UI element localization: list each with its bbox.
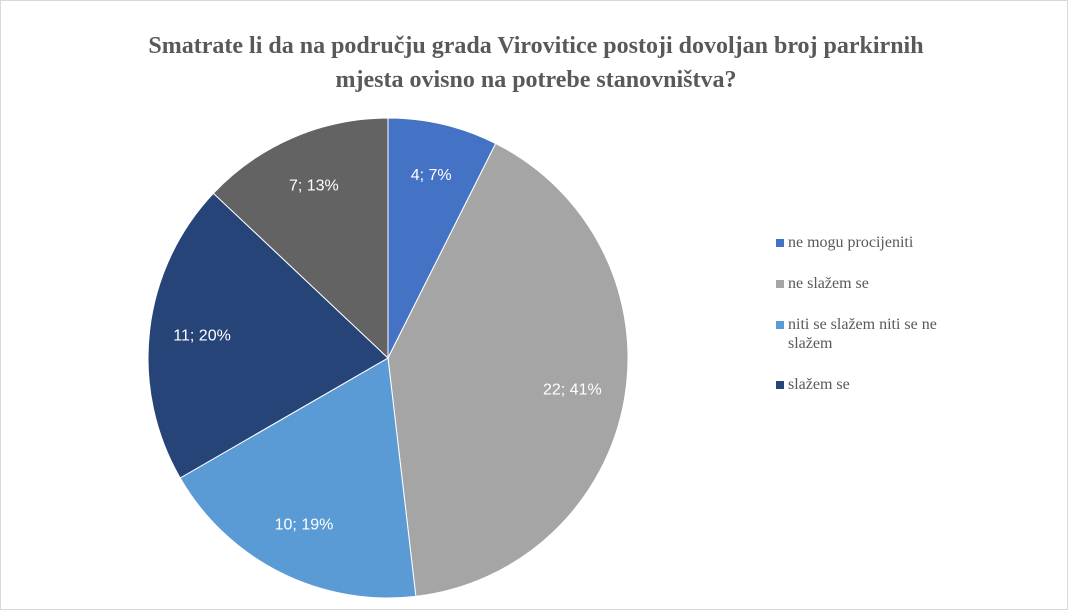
legend-item: ne mogu procijeniti	[776, 233, 966, 252]
data-label: 22; 41%	[543, 382, 602, 399]
data-label: 7; 13%	[289, 177, 339, 194]
legend-item: slažem se	[776, 375, 966, 394]
pie-slice	[387, 117, 497, 359]
pie-slice	[147, 192, 389, 479]
legend-item: niti se slažem niti se ne slažem	[776, 315, 966, 353]
pie-slice	[387, 142, 629, 597]
legend-label: niti se slažem niti se ne slažem	[788, 316, 937, 352]
legend-label: ne mogu procijeniti	[788, 234, 914, 251]
legend-item: ne slažem se	[776, 274, 966, 293]
data-label: 11; 20%	[173, 327, 231, 344]
data-label: 10; 19%	[275, 517, 334, 534]
legend-label: slažem se	[788, 376, 850, 393]
legend-swatch	[776, 381, 784, 389]
pie-slice	[212, 117, 389, 360]
legend-swatch	[776, 280, 784, 288]
data-label: 4; 7%	[411, 167, 452, 184]
legend-swatch	[776, 239, 784, 247]
chart-title: Smatrate li da na području grada Virovit…	[148, 33, 924, 93]
legend-swatch	[776, 321, 784, 329]
legend-label: ne slažem se	[788, 275, 869, 292]
pie-slice	[179, 357, 417, 599]
legend: ne mogu procijeniti ne slažem se niti se s…	[776, 233, 966, 416]
